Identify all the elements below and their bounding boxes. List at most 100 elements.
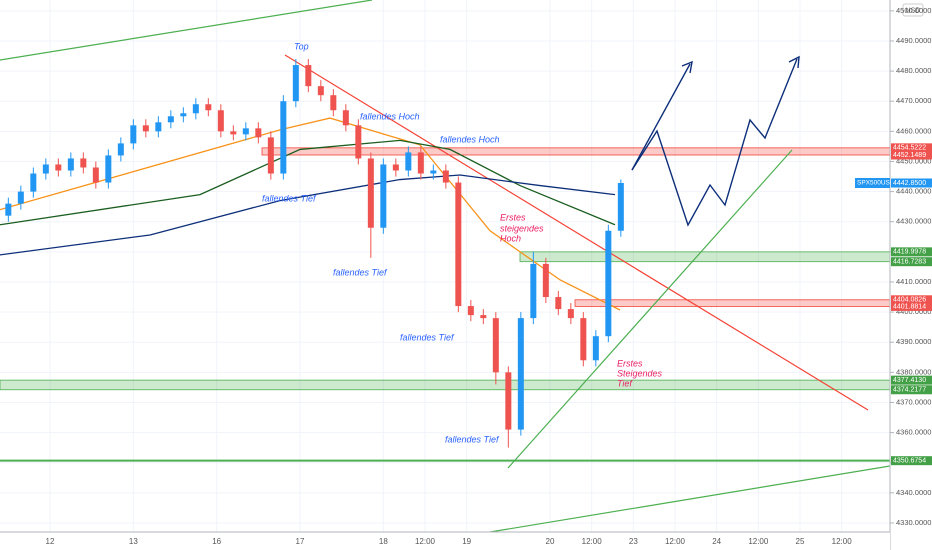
candle-body xyxy=(480,315,487,319)
annotation: Erstes xyxy=(617,358,643,368)
y-tick-label: 4500.0000 xyxy=(896,6,931,15)
candle-body xyxy=(205,104,212,111)
y-tick-label: 4460.0000 xyxy=(896,126,931,135)
candle-body xyxy=(255,128,262,138)
price-tag-label: 4374.2177 xyxy=(893,387,926,394)
candle-body xyxy=(55,164,62,171)
price-tag-label: 4377.4130 xyxy=(893,377,926,384)
arrow-head xyxy=(681,60,693,74)
candle-body xyxy=(80,158,87,168)
price-tag xyxy=(891,375,932,385)
candle-body xyxy=(230,131,237,135)
candle-body xyxy=(192,104,199,114)
symbol-tag xyxy=(855,178,890,189)
annotation: Steigendes xyxy=(617,368,663,378)
annotation: fallendes Hoch xyxy=(360,111,420,121)
moving-averages xyxy=(0,117,621,311)
candles xyxy=(5,59,624,448)
y-tick-label: 4440.0000 xyxy=(896,187,931,196)
x-tick-label: 13 xyxy=(129,537,138,546)
price-axis xyxy=(890,0,932,550)
annotation: fallendes Tief xyxy=(445,434,500,444)
candle-body xyxy=(555,297,562,310)
candle-body xyxy=(605,230,612,337)
candle-body xyxy=(292,65,299,102)
price-tag-label: 4419.9978 xyxy=(893,249,926,256)
price-tag xyxy=(891,257,932,267)
candle-body xyxy=(617,183,624,231)
price-tag xyxy=(891,150,932,160)
candle-body xyxy=(355,125,362,159)
candle-body xyxy=(117,143,124,156)
price-tag xyxy=(891,178,932,188)
x-tick-label: 12:00 xyxy=(415,537,436,546)
candle-body xyxy=(442,170,449,183)
y-tick-label: 4330.0000 xyxy=(896,518,931,527)
x-tick-label: 19 xyxy=(462,537,471,546)
price-tag-label: 4416.7283 xyxy=(893,259,926,266)
candle-body xyxy=(130,125,137,144)
moving-average xyxy=(0,174,616,256)
candle-body xyxy=(267,137,274,174)
axis-labels: 4330.00004340.00004350.00004360.00004370… xyxy=(46,6,932,546)
x-tick-label: 12:00 xyxy=(582,537,603,546)
annotation: fallendes Tief xyxy=(333,267,388,277)
zone xyxy=(519,251,891,263)
candle-body xyxy=(342,110,349,126)
candle-body xyxy=(317,86,324,96)
candle-body xyxy=(5,203,12,216)
currency-box[interactable] xyxy=(902,3,924,17)
price-tag xyxy=(891,247,932,257)
y-tick-label: 4430.0000 xyxy=(896,217,931,226)
x-tick-label: 20 xyxy=(546,537,555,546)
price-tag-label: 4452.1489 xyxy=(893,152,926,159)
x-tick-label: 12:00 xyxy=(748,537,769,546)
candle-body xyxy=(542,263,549,298)
candle-body xyxy=(367,158,374,228)
channel-top xyxy=(0,0,373,61)
x-tick-label: 24 xyxy=(712,537,721,546)
candle-body xyxy=(180,113,187,117)
y-tick-label: 4400.0000 xyxy=(896,307,931,316)
x-tick-label: 12:00 xyxy=(832,537,853,546)
candle-body xyxy=(242,128,249,135)
x-tick-label: 23 xyxy=(629,537,638,546)
candle-body xyxy=(467,306,474,316)
candle-body xyxy=(305,65,312,87)
candle-body xyxy=(105,155,112,183)
candle-body xyxy=(67,158,74,171)
moving-average xyxy=(0,117,621,311)
price-tag xyxy=(891,385,932,395)
x-tick-label: 17 xyxy=(296,537,305,546)
up-trendline xyxy=(507,149,793,469)
price-tag-label: 4454.5222 xyxy=(893,145,926,152)
zone xyxy=(574,299,891,307)
candle-body xyxy=(392,164,399,171)
y-tick-label: 4480.0000 xyxy=(896,66,931,75)
down-trendline xyxy=(284,54,869,411)
price-tag xyxy=(891,301,932,311)
candle-body xyxy=(330,95,337,111)
candle-body xyxy=(42,164,49,174)
candle-body xyxy=(30,173,37,192)
y-tick-label: 4380.0000 xyxy=(896,367,931,376)
candle-body xyxy=(167,116,174,123)
channel-bottom xyxy=(477,465,891,535)
projection-arrow xyxy=(631,63,691,171)
candle-body xyxy=(567,309,574,319)
candle-body xyxy=(592,336,599,361)
price-tag xyxy=(891,456,932,466)
y-tick-label: 4470.0000 xyxy=(896,96,931,105)
candle-body xyxy=(492,318,499,373)
candle-body xyxy=(517,318,524,430)
arrow-head xyxy=(788,55,800,69)
annotation: fallendes Tief xyxy=(262,193,317,203)
x-tick-label: 12:00 xyxy=(665,537,686,546)
price-tag-label: 4350.6754 xyxy=(893,458,926,465)
x-tick-label: 25 xyxy=(796,537,805,546)
candle-body xyxy=(280,101,287,174)
price-tag-label: 4442.8500 xyxy=(893,180,926,187)
candle-body xyxy=(380,164,387,228)
annotation: Tief xyxy=(617,378,633,388)
